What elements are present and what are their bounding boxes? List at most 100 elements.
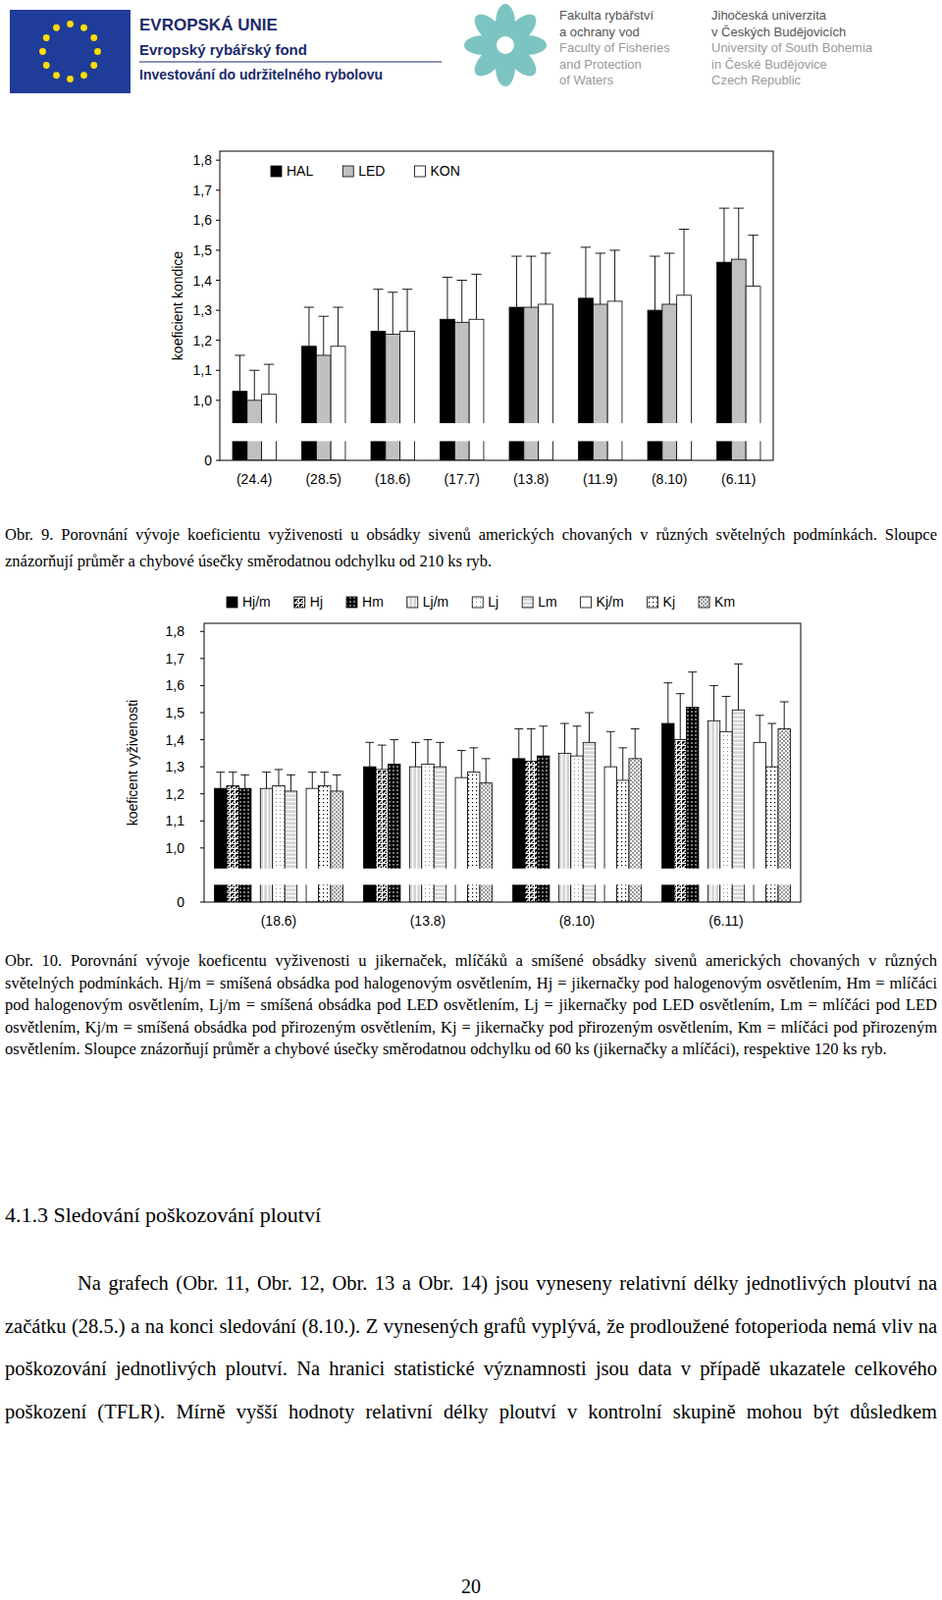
error-bar-line (312, 772, 314, 789)
error-bar-cap (606, 731, 616, 733)
x-tick-label: (28.5) (305, 471, 342, 487)
eu-star (80, 24, 88, 32)
chart: (18.6)(13.8)(8.10)(6.11)01,01,11,21,31,4… (124, 593, 801, 929)
error-bar-line (381, 744, 383, 770)
error-bar-line (588, 712, 590, 742)
x-tick-label: (8.10) (651, 471, 688, 487)
legend-label: Hm (362, 593, 384, 610)
error-bar-line (530, 729, 532, 762)
error-bar-line (752, 235, 754, 287)
error-bar-cap (372, 288, 383, 290)
error-bar (606, 731, 616, 767)
error-bar (722, 695, 732, 732)
y-tick (215, 189, 220, 191)
error-bar-cap (580, 246, 591, 248)
y-tick-label: 1,3 (193, 302, 213, 318)
eu-star (43, 34, 51, 42)
error-bar-cap (319, 771, 329, 773)
error-bar (560, 723, 570, 753)
error-bar-cap (274, 768, 284, 770)
y-tick (215, 249, 220, 251)
error-bar-line (268, 364, 270, 395)
error-bar-cap (514, 728, 524, 730)
error-bar (649, 256, 660, 311)
error-bar-cap (679, 228, 689, 230)
error-bar-cap (215, 771, 225, 773)
eu-flag (9, 9, 131, 94)
eu-star (80, 71, 88, 79)
error-bar-cap (332, 774, 342, 776)
legend-swatch (580, 596, 592, 608)
chart: (24.4)(28.5)(18.6)(17.7)(13.8)(11.9)(8.1… (169, 151, 774, 487)
error-bar-line (516, 256, 518, 308)
y-tick (215, 159, 220, 161)
plot-frame (204, 623, 801, 902)
error-bar-cap (525, 256, 536, 258)
error-bar-line (239, 355, 241, 392)
error-bar (595, 253, 606, 305)
error-bar (372, 289, 383, 332)
legend-swatch (647, 596, 659, 608)
error-bar-cap (471, 273, 481, 275)
error-bar (584, 712, 594, 742)
error-bar-line (713, 684, 715, 721)
legend-label: HAL (286, 162, 314, 179)
legend: HALLEDKON (270, 162, 461, 179)
header-faculty-text: Faculty of Fisheries (559, 40, 671, 55)
error-bar-cap (249, 369, 260, 371)
error-bar-line (530, 256, 532, 308)
error-bar (261, 772, 271, 789)
error-bar-line (683, 229, 685, 296)
error-bar-line (759, 715, 761, 743)
error-bar (389, 739, 399, 765)
error-bar-line (564, 723, 566, 753)
y-tick (200, 766, 205, 768)
y-tick-label: 1,5 (193, 242, 213, 259)
header-university-text: v Českých Budějovicích (711, 24, 846, 40)
error-bar-line (726, 695, 728, 732)
error-bar-line (634, 729, 636, 759)
y-tick-label: 1,2 (165, 785, 186, 802)
y-tick-label: 1,1 (193, 362, 213, 378)
error-bar-cap (435, 741, 445, 743)
error-bar-line (415, 741, 417, 767)
page: EVROPSKÁ UNIEEvropský rybářský fondInves… (0, 0, 942, 1600)
bar (302, 346, 317, 461)
error-bar (679, 229, 689, 296)
error-bar-cap (365, 741, 374, 743)
plot-background (204, 623, 801, 902)
error-bar-line (691, 672, 693, 708)
error-bar-line (737, 208, 739, 260)
error-bar-cap (318, 315, 329, 317)
bars (214, 663, 791, 902)
error-bar-line (232, 772, 234, 786)
y-axis-title: koeficent vyživenosti (124, 699, 141, 826)
error-bar-line (278, 769, 280, 786)
legend-swatch (698, 596, 710, 608)
legend-swatch (407, 596, 419, 608)
error-bar-cap (457, 279, 468, 281)
error-bar-cap (573, 725, 582, 727)
x-tick-label: (18.6) (374, 471, 412, 487)
error-bar (249, 369, 260, 401)
bars (232, 208, 761, 461)
error-bar-cap (261, 771, 271, 773)
error-bar-line (614, 250, 616, 302)
error-bar (687, 672, 697, 708)
error-bar-line (542, 726, 544, 756)
error-bar (332, 307, 343, 347)
error-bar (538, 726, 548, 756)
error-bar-line (518, 729, 520, 759)
error-bar-line (461, 750, 463, 779)
legend-label: KON (429, 162, 460, 179)
legend-swatch (226, 596, 238, 608)
y-tick-label: 1,3 (165, 758, 186, 775)
error-bar-cap (560, 723, 570, 725)
legend-swatch (522, 596, 533, 608)
legend-label: Hj/m (242, 593, 271, 610)
x-tick-label: (13.8) (513, 471, 550, 487)
y-tick-label: 0 (204, 452, 212, 469)
header-university-text: in České Budějovice (711, 56, 828, 72)
error-bar (580, 247, 591, 299)
error-bar (609, 250, 620, 302)
